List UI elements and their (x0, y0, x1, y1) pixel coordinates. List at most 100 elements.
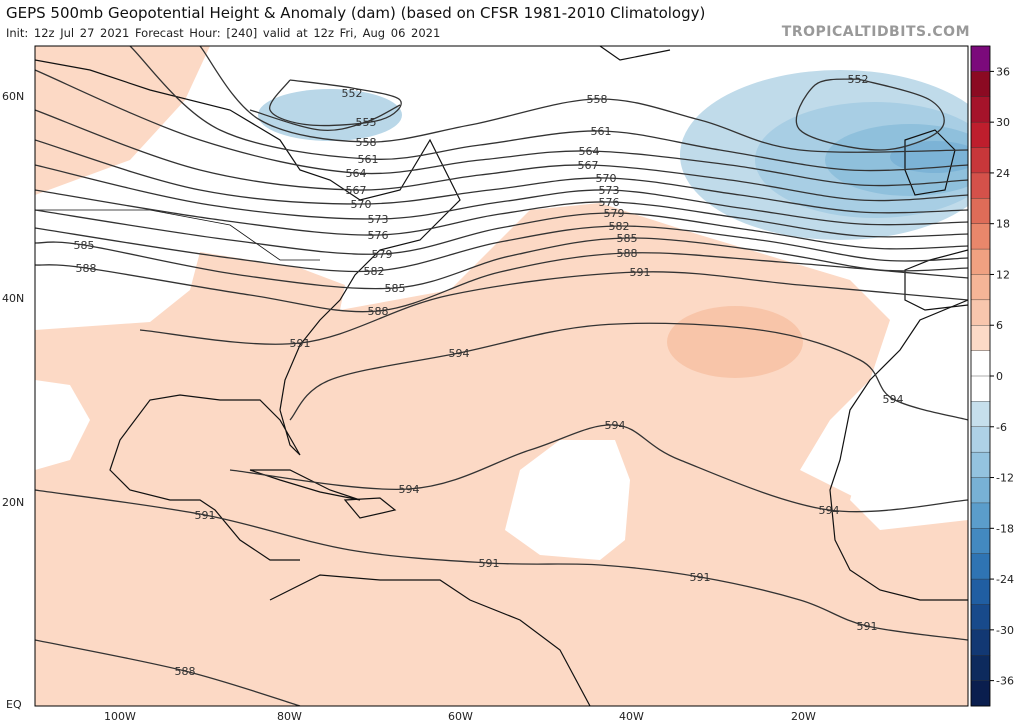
brand-logo-text: TROPICALTIDBITS.COM (781, 24, 970, 40)
colorbar-tick-label: 30 (996, 116, 1010, 129)
coastline-hispaniola (343, 497, 397, 519)
lon-label: 100W (104, 710, 136, 723)
anomaly-positive-region-west (35, 46, 210, 195)
height-contour (35, 209, 968, 255)
colorbar-tick-label: 12 (996, 268, 1010, 281)
height-contour (35, 69, 968, 187)
contour-label: 552 (342, 87, 363, 100)
contour-label: 567 (578, 159, 599, 172)
anomaly-neutral-region-sahara (505, 440, 630, 560)
colorbar-segment (970, 96, 991, 123)
height-contour (35, 252, 968, 313)
contour-label: 588 (617, 247, 638, 260)
coastlines (35, 46, 968, 706)
contour-label: 567 (346, 184, 367, 197)
colorbar-segment (970, 604, 991, 631)
map-area: 5525555585615645675705735765795825855885… (35, 46, 968, 706)
contour-label: 570 (596, 172, 617, 185)
colorbar-segment (970, 426, 991, 453)
contour-label: 573 (599, 184, 620, 197)
contour-label: 561 (591, 125, 612, 138)
anomaly-neutral-region-africa (850, 330, 968, 530)
colorbar-segment (970, 45, 991, 72)
lon-label: 80W (277, 710, 302, 723)
contour-label: 594 (819, 504, 840, 517)
contour-label: 561 (358, 153, 379, 166)
anomaly-negative-west (258, 89, 402, 141)
colorbar-segment (970, 325, 991, 352)
contour-label: 591 (690, 571, 711, 584)
height-contour (35, 489, 968, 641)
colorbar-segment (970, 655, 991, 682)
contour-label: 552 (848, 73, 869, 86)
colorbar (970, 45, 991, 707)
colorbar-segment (970, 401, 991, 428)
coastline-south-america (269, 574, 591, 706)
colorbar-segment (970, 172, 991, 199)
lon-label: 40W (619, 710, 644, 723)
contour-label: 564 (346, 167, 367, 180)
lon-label: 60W (448, 710, 473, 723)
contour-label: 582 (364, 265, 385, 278)
coastline-north-america (35, 59, 461, 561)
anomaly-negative-east-4 (890, 141, 968, 173)
height-contour (199, 46, 968, 153)
colorbar-tick-label: 0 (996, 370, 1003, 383)
colorbar-tick-label: 6 (996, 319, 1003, 332)
lat-labels: 60N 40N 20N EQ (2, 90, 24, 711)
height-contour (35, 189, 968, 238)
contour-label: 588 (368, 305, 389, 318)
contour-label: 594 (883, 393, 904, 406)
height-contour (269, 79, 402, 127)
contour-label: 573 (368, 213, 389, 226)
contour-label: 591 (630, 266, 651, 279)
colorbar-segment (970, 147, 991, 174)
colorbar-tick-label: -18 (996, 522, 1014, 535)
colorbar-segment (970, 629, 991, 656)
height-contour (289, 322, 968, 421)
coastline-cuba (249, 469, 361, 501)
contour-label: 594 (449, 347, 470, 360)
height-contours (35, 46, 968, 706)
colorbar-segment (970, 502, 991, 529)
map-subtitle: Init: 12z Jul 27 2021 Forecast Hour: [24… (6, 26, 441, 40)
contour-label: 555 (356, 116, 377, 129)
lon-labels: 100W 80W 60W 40W 20W (104, 710, 816, 723)
anomaly-neutral-region-mexico (35, 380, 90, 470)
height-contour (35, 139, 968, 214)
height-contour (35, 225, 968, 273)
height-contour (35, 237, 968, 290)
contour-label: 558 (356, 136, 377, 149)
colorbar-segment (970, 198, 991, 225)
contour-label: 570 (351, 198, 372, 211)
colorbar-segment (970, 477, 991, 504)
colorbar-segment (970, 299, 991, 326)
colorbar-tick-label: -30 (996, 624, 1014, 637)
contour-labels: 5525555585615645675705735765795825855885… (74, 73, 904, 678)
height-contour (249, 104, 401, 132)
height-contour (35, 164, 968, 226)
contour-label: 591 (290, 337, 311, 350)
height-contour (35, 639, 301, 706)
anomaly-positive-core (667, 306, 803, 378)
contour-label: 585 (385, 282, 406, 295)
border-us-canada (35, 209, 320, 261)
colorbar-tick-label: 24 (996, 167, 1010, 180)
contour-label: 591 (857, 620, 878, 633)
colorbar-segment (970, 528, 991, 555)
contour-label: 588 (76, 262, 97, 275)
colorbar-tick-label: 36 (996, 65, 1010, 78)
colorbar-segment (970, 223, 991, 250)
colorbar-tick-label: -24 (996, 573, 1014, 586)
coastline-africa (829, 299, 968, 601)
colorbar-tick-label: -12 (996, 472, 1014, 485)
colorbar-segment (970, 121, 991, 149)
colorbar-segment (970, 451, 991, 479)
colorbar-segment (970, 274, 991, 301)
contour-label: 558 (587, 93, 608, 106)
contour-label: 591 (195, 509, 216, 522)
lon-label: 20W (791, 710, 816, 723)
colorbar-tick-label: -6 (996, 421, 1007, 434)
colorbar-segment (970, 375, 991, 402)
